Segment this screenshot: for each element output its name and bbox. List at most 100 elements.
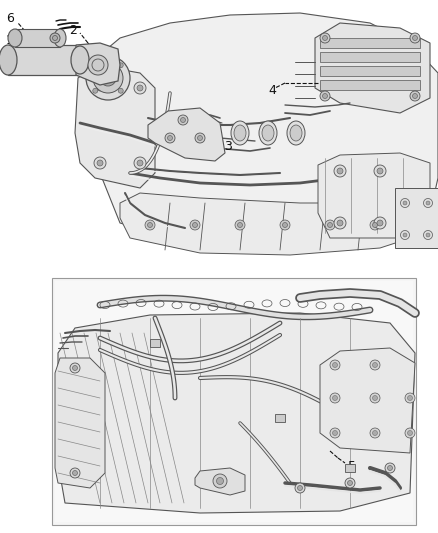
Circle shape bbox=[372, 222, 378, 228]
Ellipse shape bbox=[259, 121, 277, 145]
Polygon shape bbox=[195, 468, 245, 495]
Circle shape bbox=[137, 85, 143, 91]
Text: 3: 3 bbox=[224, 140, 232, 152]
Bar bbox=[0, 0, 438, 268]
Circle shape bbox=[73, 366, 78, 370]
Circle shape bbox=[410, 33, 420, 43]
Circle shape bbox=[345, 478, 355, 488]
Circle shape bbox=[337, 220, 343, 226]
Bar bbox=[320, 80, 420, 90]
Circle shape bbox=[297, 486, 303, 490]
Circle shape bbox=[374, 217, 386, 229]
Bar bbox=[52, 278, 416, 525]
Circle shape bbox=[330, 428, 340, 438]
Circle shape bbox=[413, 36, 417, 41]
Circle shape bbox=[405, 428, 415, 438]
Ellipse shape bbox=[262, 125, 274, 141]
Circle shape bbox=[134, 157, 146, 169]
Ellipse shape bbox=[0, 45, 17, 75]
Polygon shape bbox=[76, 43, 120, 85]
Circle shape bbox=[334, 165, 346, 177]
Circle shape bbox=[195, 133, 205, 143]
Circle shape bbox=[332, 395, 338, 400]
Circle shape bbox=[426, 201, 430, 205]
Ellipse shape bbox=[234, 125, 246, 141]
Polygon shape bbox=[55, 358, 105, 488]
Circle shape bbox=[370, 393, 380, 403]
Circle shape bbox=[137, 160, 143, 166]
Polygon shape bbox=[318, 153, 430, 238]
Circle shape bbox=[93, 88, 98, 93]
Circle shape bbox=[295, 483, 305, 493]
Bar bbox=[320, 38, 420, 48]
Circle shape bbox=[403, 201, 407, 205]
Circle shape bbox=[93, 63, 98, 68]
Polygon shape bbox=[75, 65, 155, 188]
Polygon shape bbox=[315, 23, 430, 113]
Circle shape bbox=[213, 474, 227, 488]
Circle shape bbox=[334, 217, 346, 229]
Text: 4: 4 bbox=[268, 85, 276, 98]
Circle shape bbox=[94, 157, 106, 169]
Bar bbox=[8, 45, 80, 75]
Bar bbox=[55, 281, 413, 522]
Circle shape bbox=[426, 233, 430, 237]
Circle shape bbox=[370, 360, 380, 370]
Circle shape bbox=[347, 481, 353, 486]
Ellipse shape bbox=[290, 125, 302, 141]
Circle shape bbox=[424, 198, 432, 207]
Circle shape bbox=[330, 393, 340, 403]
Circle shape bbox=[283, 222, 287, 228]
Circle shape bbox=[92, 59, 104, 71]
Circle shape bbox=[70, 468, 80, 478]
Circle shape bbox=[330, 360, 340, 370]
Circle shape bbox=[216, 478, 223, 484]
Circle shape bbox=[93, 63, 123, 93]
Circle shape bbox=[320, 33, 330, 43]
Circle shape bbox=[377, 220, 383, 226]
Circle shape bbox=[148, 222, 152, 228]
Circle shape bbox=[328, 222, 332, 228]
Ellipse shape bbox=[287, 121, 305, 145]
Circle shape bbox=[118, 88, 123, 93]
Circle shape bbox=[97, 85, 103, 91]
Circle shape bbox=[374, 165, 386, 177]
Circle shape bbox=[100, 70, 116, 86]
Text: 6: 6 bbox=[6, 12, 14, 25]
Circle shape bbox=[134, 82, 146, 94]
Circle shape bbox=[192, 222, 198, 228]
Circle shape bbox=[198, 135, 202, 141]
Circle shape bbox=[407, 395, 413, 400]
Circle shape bbox=[237, 222, 243, 228]
Circle shape bbox=[332, 362, 338, 367]
Circle shape bbox=[372, 431, 378, 435]
Text: 1: 1 bbox=[6, 34, 14, 46]
Circle shape bbox=[167, 135, 173, 141]
Text: 2: 2 bbox=[69, 23, 77, 36]
Circle shape bbox=[325, 220, 335, 230]
Circle shape bbox=[370, 220, 380, 230]
Circle shape bbox=[403, 233, 407, 237]
Circle shape bbox=[332, 431, 338, 435]
Bar bbox=[150, 339, 160, 347]
Circle shape bbox=[165, 133, 175, 143]
Circle shape bbox=[53, 36, 57, 41]
Circle shape bbox=[388, 465, 392, 471]
Circle shape bbox=[73, 471, 78, 475]
Circle shape bbox=[400, 198, 410, 207]
Circle shape bbox=[413, 93, 417, 99]
Circle shape bbox=[370, 428, 380, 438]
Circle shape bbox=[372, 395, 378, 400]
Circle shape bbox=[94, 82, 106, 94]
Circle shape bbox=[86, 56, 130, 100]
Polygon shape bbox=[320, 348, 415, 453]
Circle shape bbox=[118, 63, 123, 68]
Circle shape bbox=[372, 362, 378, 367]
Circle shape bbox=[280, 220, 290, 230]
Circle shape bbox=[322, 93, 328, 99]
Bar bbox=[320, 52, 420, 62]
Ellipse shape bbox=[8, 29, 22, 47]
Circle shape bbox=[50, 33, 60, 43]
Circle shape bbox=[385, 463, 395, 473]
Bar bbox=[395, 188, 438, 248]
